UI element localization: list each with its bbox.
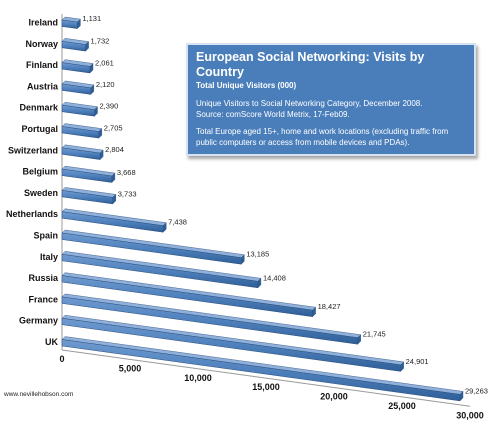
- category-label: Germany: [19, 316, 58, 326]
- bar-germany: [61, 314, 405, 372]
- bar-switzerland: [61, 144, 104, 161]
- bar-norway: [61, 38, 90, 52]
- value-label: 2,705: [104, 124, 123, 133]
- value-label: 21,745: [363, 330, 386, 339]
- value-label: 2,061: [95, 58, 114, 67]
- bars-layer: [61, 16, 464, 402]
- chart-title: European Social Networking: Visits by Co…: [196, 50, 425, 79]
- category-label: France: [28, 294, 58, 304]
- x-tick-label: 10,000: [184, 373, 212, 383]
- category-label: Spain: [33, 231, 58, 241]
- bar-end-face: [98, 128, 103, 139]
- source-line-1: Unique Visitors to Social Networking Cat…: [196, 99, 423, 108]
- bar-austria: [61, 80, 95, 95]
- bar-end-face: [111, 172, 116, 183]
- bar-spain: [61, 229, 245, 265]
- bar-russia: [61, 272, 317, 318]
- bar-end-face: [90, 84, 95, 95]
- chart-subtitle: Total Unique Visitors (000): [196, 81, 297, 90]
- value-label: 13,185: [246, 250, 269, 259]
- category-label: Ireland: [28, 18, 58, 28]
- bar-top-face: [61, 229, 245, 258]
- value-label: 3,668: [117, 168, 136, 177]
- info-box: European Social Networking: Visits by Co…: [186, 43, 476, 156]
- bar-end-face: [94, 106, 98, 117]
- x-tick-label: 20,000: [320, 392, 348, 402]
- bar-end-face: [112, 193, 117, 205]
- bar-end-face: [89, 63, 94, 74]
- bar-france: [61, 293, 362, 345]
- x-tick-label: 25,000: [388, 401, 416, 411]
- bar-finland: [61, 59, 94, 74]
- category-label: Switzerland: [8, 145, 58, 155]
- category-label: Denmark: [19, 103, 59, 113]
- x-axis-line: [61, 349, 471, 407]
- bar-belgium: [61, 165, 116, 183]
- value-label: 3,733: [118, 189, 137, 198]
- source-line-2: Source: comScore World Metrix, 17-Feb09.: [196, 109, 350, 119]
- bar-sweden: [61, 187, 117, 205]
- scope-note: Total Europe aged 15+, home and work loc…: [196, 127, 449, 147]
- bar-portugal: [61, 123, 103, 139]
- bar-end-face: [162, 222, 167, 233]
- value-label: 1,732: [91, 37, 110, 46]
- bar-end-face: [400, 361, 404, 372]
- value-label: 2,804: [105, 145, 124, 154]
- value-label: 1,131: [82, 14, 101, 23]
- bar-end-face: [357, 334, 361, 345]
- category-label: Italy: [40, 252, 58, 262]
- value-label: 7,438: [168, 218, 187, 227]
- category-label: Portugal: [21, 124, 58, 134]
- value-label: 24,901: [406, 357, 429, 366]
- value-label: 2,120: [96, 80, 115, 89]
- bar-end-face: [85, 41, 89, 52]
- bar-end-face: [241, 254, 245, 265]
- bar-end-face: [312, 306, 316, 318]
- bar-ireland: [61, 16, 81, 30]
- x-tick-label: 5,000: [119, 363, 142, 373]
- axis-layer: [61, 14, 471, 407]
- category-label: Netherlands: [6, 209, 58, 219]
- bar-end-face: [459, 390, 464, 402]
- bar-end-face: [257, 277, 262, 289]
- bar-end-face: [77, 18, 81, 30]
- bar-end-face: [99, 149, 104, 161]
- bar-netherlands: [61, 208, 167, 233]
- value-label: 2,390: [100, 102, 119, 111]
- x-tick-label: 30,000: [456, 410, 484, 420]
- category-label: Norway: [25, 39, 58, 49]
- bar-uk: [61, 336, 464, 402]
- category-label: UK: [45, 337, 58, 347]
- bar-denmark: [61, 101, 98, 117]
- category-label: Austria: [27, 81, 59, 91]
- x-tick-label: 15,000: [252, 382, 280, 392]
- category-label: Russia: [28, 273, 59, 283]
- bar-italy: [61, 251, 262, 289]
- source-note: Unique Visitors to Social Networking Cat…: [196, 99, 466, 120]
- labels-layer: Ireland 1,131 Norway 1,732 Finland 2,061 Austr…: [6, 14, 488, 420]
- x-tick-label: 0: [59, 354, 64, 364]
- category-label: Belgium: [22, 167, 58, 177]
- value-label: 14,408: [263, 273, 286, 282]
- category-label: Finland: [26, 60, 58, 70]
- category-label: Sweden: [24, 188, 58, 198]
- value-label: 29,263: [465, 386, 488, 395]
- value-label: 18,427: [318, 302, 341, 311]
- credit-text: www.nevillehobson.com: [3, 391, 73, 398]
